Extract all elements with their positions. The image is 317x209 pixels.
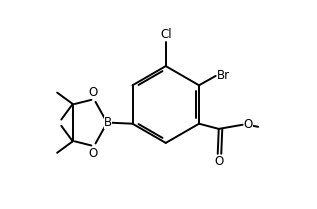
Text: Br: Br <box>217 69 230 83</box>
Text: Cl: Cl <box>160 28 171 41</box>
Text: B: B <box>104 116 112 129</box>
Text: O: O <box>244 118 253 131</box>
Text: O: O <box>89 147 98 159</box>
Text: O: O <box>89 86 98 99</box>
Text: O: O <box>215 155 224 168</box>
